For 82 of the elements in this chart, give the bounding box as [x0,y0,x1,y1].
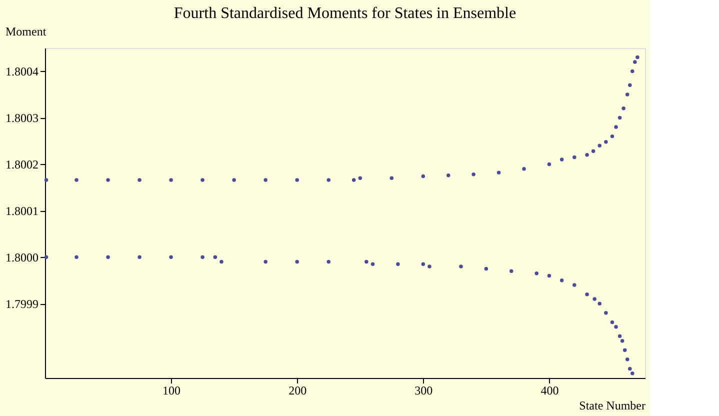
x-tick-label: 400 [540,384,559,398]
point [390,176,394,180]
point [169,178,173,182]
point [560,158,564,162]
point [472,172,476,176]
point [622,106,626,110]
point [220,260,224,264]
point [326,178,330,182]
chart-title: Fourth Standardised Moments for States in Ensemble [174,5,516,22]
point [264,178,268,182]
point [636,55,640,60]
point [591,149,596,154]
point [510,269,514,273]
point [622,348,627,352]
point [74,255,78,260]
point [106,255,110,260]
point [295,260,299,264]
point [358,176,362,180]
point [572,283,576,287]
point [496,170,501,174]
point [614,125,618,129]
point [610,134,614,138]
point [138,255,142,260]
point [213,255,218,260]
point [44,255,48,260]
point [604,140,608,144]
x-axis-title: State Number [579,398,646,412]
point [572,155,576,160]
point [630,69,634,74]
point [200,178,204,182]
y-tick-label: 1.8001 [6,204,38,218]
point [628,366,632,371]
point [585,153,589,157]
x-tick-label: 100 [162,384,181,398]
point [428,264,432,268]
point [560,278,564,282]
point [421,174,426,178]
point [547,274,552,278]
point [106,178,110,182]
point [625,358,630,362]
point [396,262,400,266]
point [610,320,614,324]
y-tick-label: 1.8000 [6,250,38,265]
point [44,178,48,182]
point [295,178,299,182]
point [585,292,589,296]
point [264,260,268,264]
point [604,311,608,315]
point [169,255,173,260]
point [352,178,356,182]
point [625,92,630,96]
y-axis-title: Moment [6,24,47,38]
point [370,262,375,266]
point [620,338,624,343]
point [633,60,637,64]
y-tick-label: 1.8003 [6,111,38,126]
x-tick-label: 200 [288,384,307,398]
point [618,116,622,120]
point [598,144,602,148]
point [534,272,538,276]
point [484,266,488,271]
point [74,178,78,182]
point [232,178,236,182]
point [630,371,634,376]
point [326,260,330,264]
x-tick-label: 300 [414,384,433,398]
point [522,166,526,171]
point [200,255,204,260]
point [592,297,596,301]
point [628,83,632,88]
point [421,262,426,266]
point [598,302,602,306]
point [138,178,142,182]
point [364,260,368,264]
y-tick-label: 1.8002 [6,158,38,172]
point [618,334,622,338]
y-tick-label: 1.7999 [6,297,38,312]
point [614,325,618,329]
point [547,162,552,166]
point [446,173,450,178]
y-tick-label: 1.8004 [6,64,38,79]
point [459,264,463,268]
